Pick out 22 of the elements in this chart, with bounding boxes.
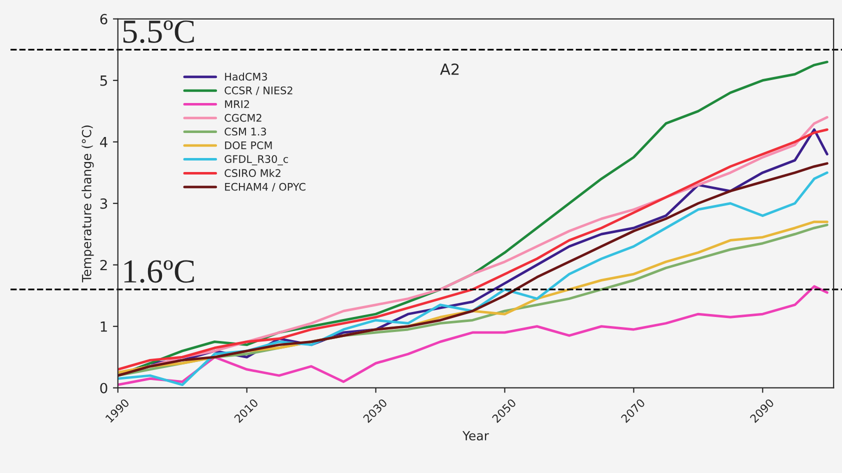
legend-label: HadCM3	[225, 72, 267, 81]
y-tick-label: 3	[100, 198, 108, 209]
y-tick-label: 0	[100, 382, 108, 394]
legend-label: GFDL_R30_c	[224, 155, 288, 166]
legend-label: MRI2	[225, 100, 249, 108]
legend-label: ECHAM4 / OPYC	[225, 182, 306, 192]
y-tick-label: 2	[100, 260, 107, 270]
y-tick-label: 6	[100, 14, 108, 24]
y-axis-title: Temperature change (°C)	[82, 126, 94, 282]
y-tick-label: 5	[100, 76, 107, 86]
x-axis-title: Year	[462, 431, 489, 440]
ref-line-label: 5.5ºC	[123, 20, 194, 44]
y-tick-label: 1	[100, 322, 107, 332]
legend-label: CGCM2	[224, 114, 262, 122]
ref-line-label: 1.6ºC	[124, 260, 194, 283]
annotation: A2	[440, 63, 459, 75]
legend-label: CSIRO Mk2	[224, 168, 280, 178]
legend-label: DOE PCM	[225, 141, 272, 150]
line-series	[118, 285, 828, 386]
legend-label: CSM 1.3	[224, 128, 266, 136]
y-tick-label: 4	[100, 137, 108, 148]
legend-label: CCSR / NIES2	[224, 86, 292, 96]
